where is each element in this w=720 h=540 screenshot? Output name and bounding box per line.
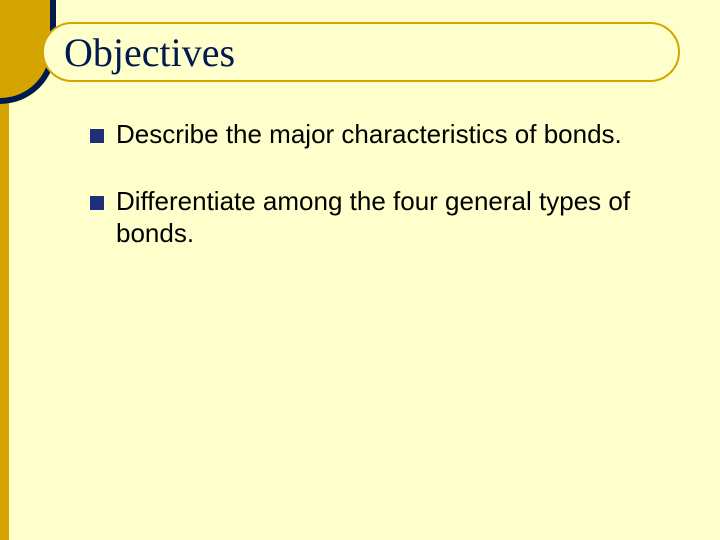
content-area: Describe the major characteristics of bo… — [90, 118, 680, 284]
title-bar: Objectives — [42, 22, 680, 82]
slide-title: Objectives — [64, 29, 235, 76]
square-bullet-icon — [90, 196, 104, 210]
bullet-item: Describe the major characteristics of bo… — [90, 118, 680, 151]
bullet-text: Describe the major characteristics of bo… — [116, 118, 622, 151]
bullet-text: Differentiate among the four general typ… — [116, 185, 680, 250]
bullet-item: Differentiate among the four general typ… — [90, 185, 680, 250]
square-bullet-icon — [90, 129, 104, 143]
slide: Objectives Describe the major characteri… — [0, 0, 720, 540]
